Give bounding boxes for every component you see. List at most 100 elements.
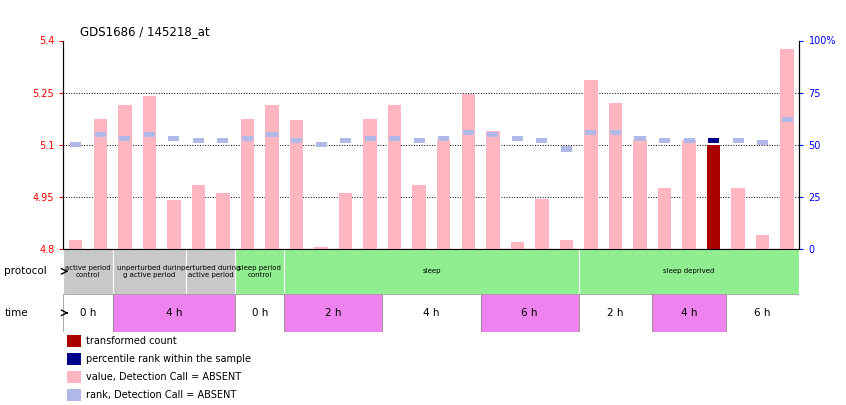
Bar	[462, 94, 475, 249]
Text: time: time	[4, 308, 28, 318]
Text: sleep period
control: sleep period control	[239, 265, 281, 278]
Bar	[756, 235, 769, 249]
Bar	[241, 119, 254, 249]
Bar	[684, 138, 695, 143]
Text: 4 h: 4 h	[166, 308, 182, 318]
Bar	[726, 294, 799, 332]
Bar	[284, 249, 579, 294]
Text: 6 h: 6 h	[521, 308, 538, 318]
Bar	[316, 142, 327, 147]
Text: unperturbed durin
g active period: unperturbed durin g active period	[118, 265, 181, 278]
Bar	[235, 294, 284, 332]
Bar	[186, 249, 235, 294]
Text: transformed count: transformed count	[85, 336, 176, 346]
Text: rank, Detection Call = ABSENT: rank, Detection Call = ABSENT	[85, 390, 236, 400]
Bar	[217, 138, 228, 143]
Bar	[437, 140, 450, 249]
Bar	[291, 138, 302, 143]
Bar	[757, 140, 768, 145]
Bar	[67, 335, 81, 347]
Bar	[634, 136, 645, 141]
Text: sleep deprived: sleep deprived	[663, 269, 715, 274]
Bar	[217, 194, 229, 249]
Bar	[652, 294, 726, 332]
Bar	[683, 140, 695, 249]
Text: 2 h: 2 h	[607, 308, 624, 318]
Bar	[707, 145, 720, 249]
Bar	[67, 353, 81, 365]
Bar	[511, 242, 524, 249]
Bar	[242, 136, 253, 141]
Bar	[487, 132, 498, 137]
Bar	[168, 200, 180, 249]
Text: 0 h: 0 h	[251, 308, 268, 318]
Bar	[560, 241, 573, 249]
Bar	[69, 241, 82, 249]
Bar	[388, 105, 401, 249]
Bar	[414, 138, 425, 143]
Bar	[585, 81, 597, 249]
Bar	[463, 130, 474, 135]
Text: 0 h: 0 h	[80, 308, 96, 318]
Bar	[781, 49, 794, 249]
Bar	[67, 371, 81, 383]
Text: sleep: sleep	[422, 269, 441, 274]
Bar	[290, 120, 303, 249]
Bar	[585, 130, 596, 135]
Bar	[389, 136, 400, 141]
Bar	[143, 96, 156, 249]
Bar	[634, 140, 646, 249]
Bar	[339, 194, 352, 249]
Bar	[284, 294, 382, 332]
Bar	[579, 249, 799, 294]
Bar	[113, 294, 235, 332]
Text: 4 h: 4 h	[423, 308, 440, 318]
Bar	[168, 136, 179, 141]
Bar	[732, 188, 744, 249]
Text: GDS1686 / 145218_at: GDS1686 / 145218_at	[80, 26, 210, 38]
Text: active period
control: active period control	[65, 265, 111, 278]
Text: 6 h: 6 h	[755, 308, 771, 318]
Bar	[481, 294, 579, 332]
Text: 4 h: 4 h	[681, 308, 697, 318]
Bar	[733, 138, 744, 143]
Bar	[113, 249, 186, 294]
Bar	[235, 249, 284, 294]
Bar	[266, 105, 278, 249]
Bar	[119, 136, 130, 141]
Bar	[63, 249, 113, 294]
Text: 2 h: 2 h	[325, 308, 342, 318]
Bar	[413, 185, 426, 249]
Bar	[95, 132, 106, 137]
Bar	[118, 105, 131, 249]
Bar	[340, 138, 351, 143]
Bar	[512, 136, 523, 141]
Bar	[659, 138, 670, 143]
Bar	[70, 142, 81, 147]
Bar	[561, 146, 572, 151]
Text: value, Detection Call = ABSENT: value, Detection Call = ABSENT	[85, 372, 240, 382]
Bar	[63, 294, 113, 332]
Bar	[382, 294, 481, 332]
Text: percentile rank within the sample: percentile rank within the sample	[85, 354, 250, 364]
Bar	[192, 185, 205, 249]
Text: perturbed during
active period: perturbed during active period	[181, 265, 240, 278]
Bar	[536, 138, 547, 143]
Bar	[708, 138, 719, 143]
Bar	[67, 388, 81, 401]
Bar	[579, 294, 652, 332]
Bar	[266, 132, 277, 137]
Bar	[144, 132, 155, 137]
Bar	[94, 119, 107, 249]
Bar	[486, 131, 499, 249]
Bar	[658, 188, 671, 249]
Bar	[365, 136, 376, 141]
Bar	[364, 119, 376, 249]
Bar	[315, 247, 327, 249]
Bar	[438, 136, 449, 141]
Bar	[193, 138, 204, 143]
Text: protocol: protocol	[4, 266, 47, 276]
Bar	[609, 103, 622, 249]
Bar	[536, 199, 548, 249]
Bar	[782, 117, 793, 122]
